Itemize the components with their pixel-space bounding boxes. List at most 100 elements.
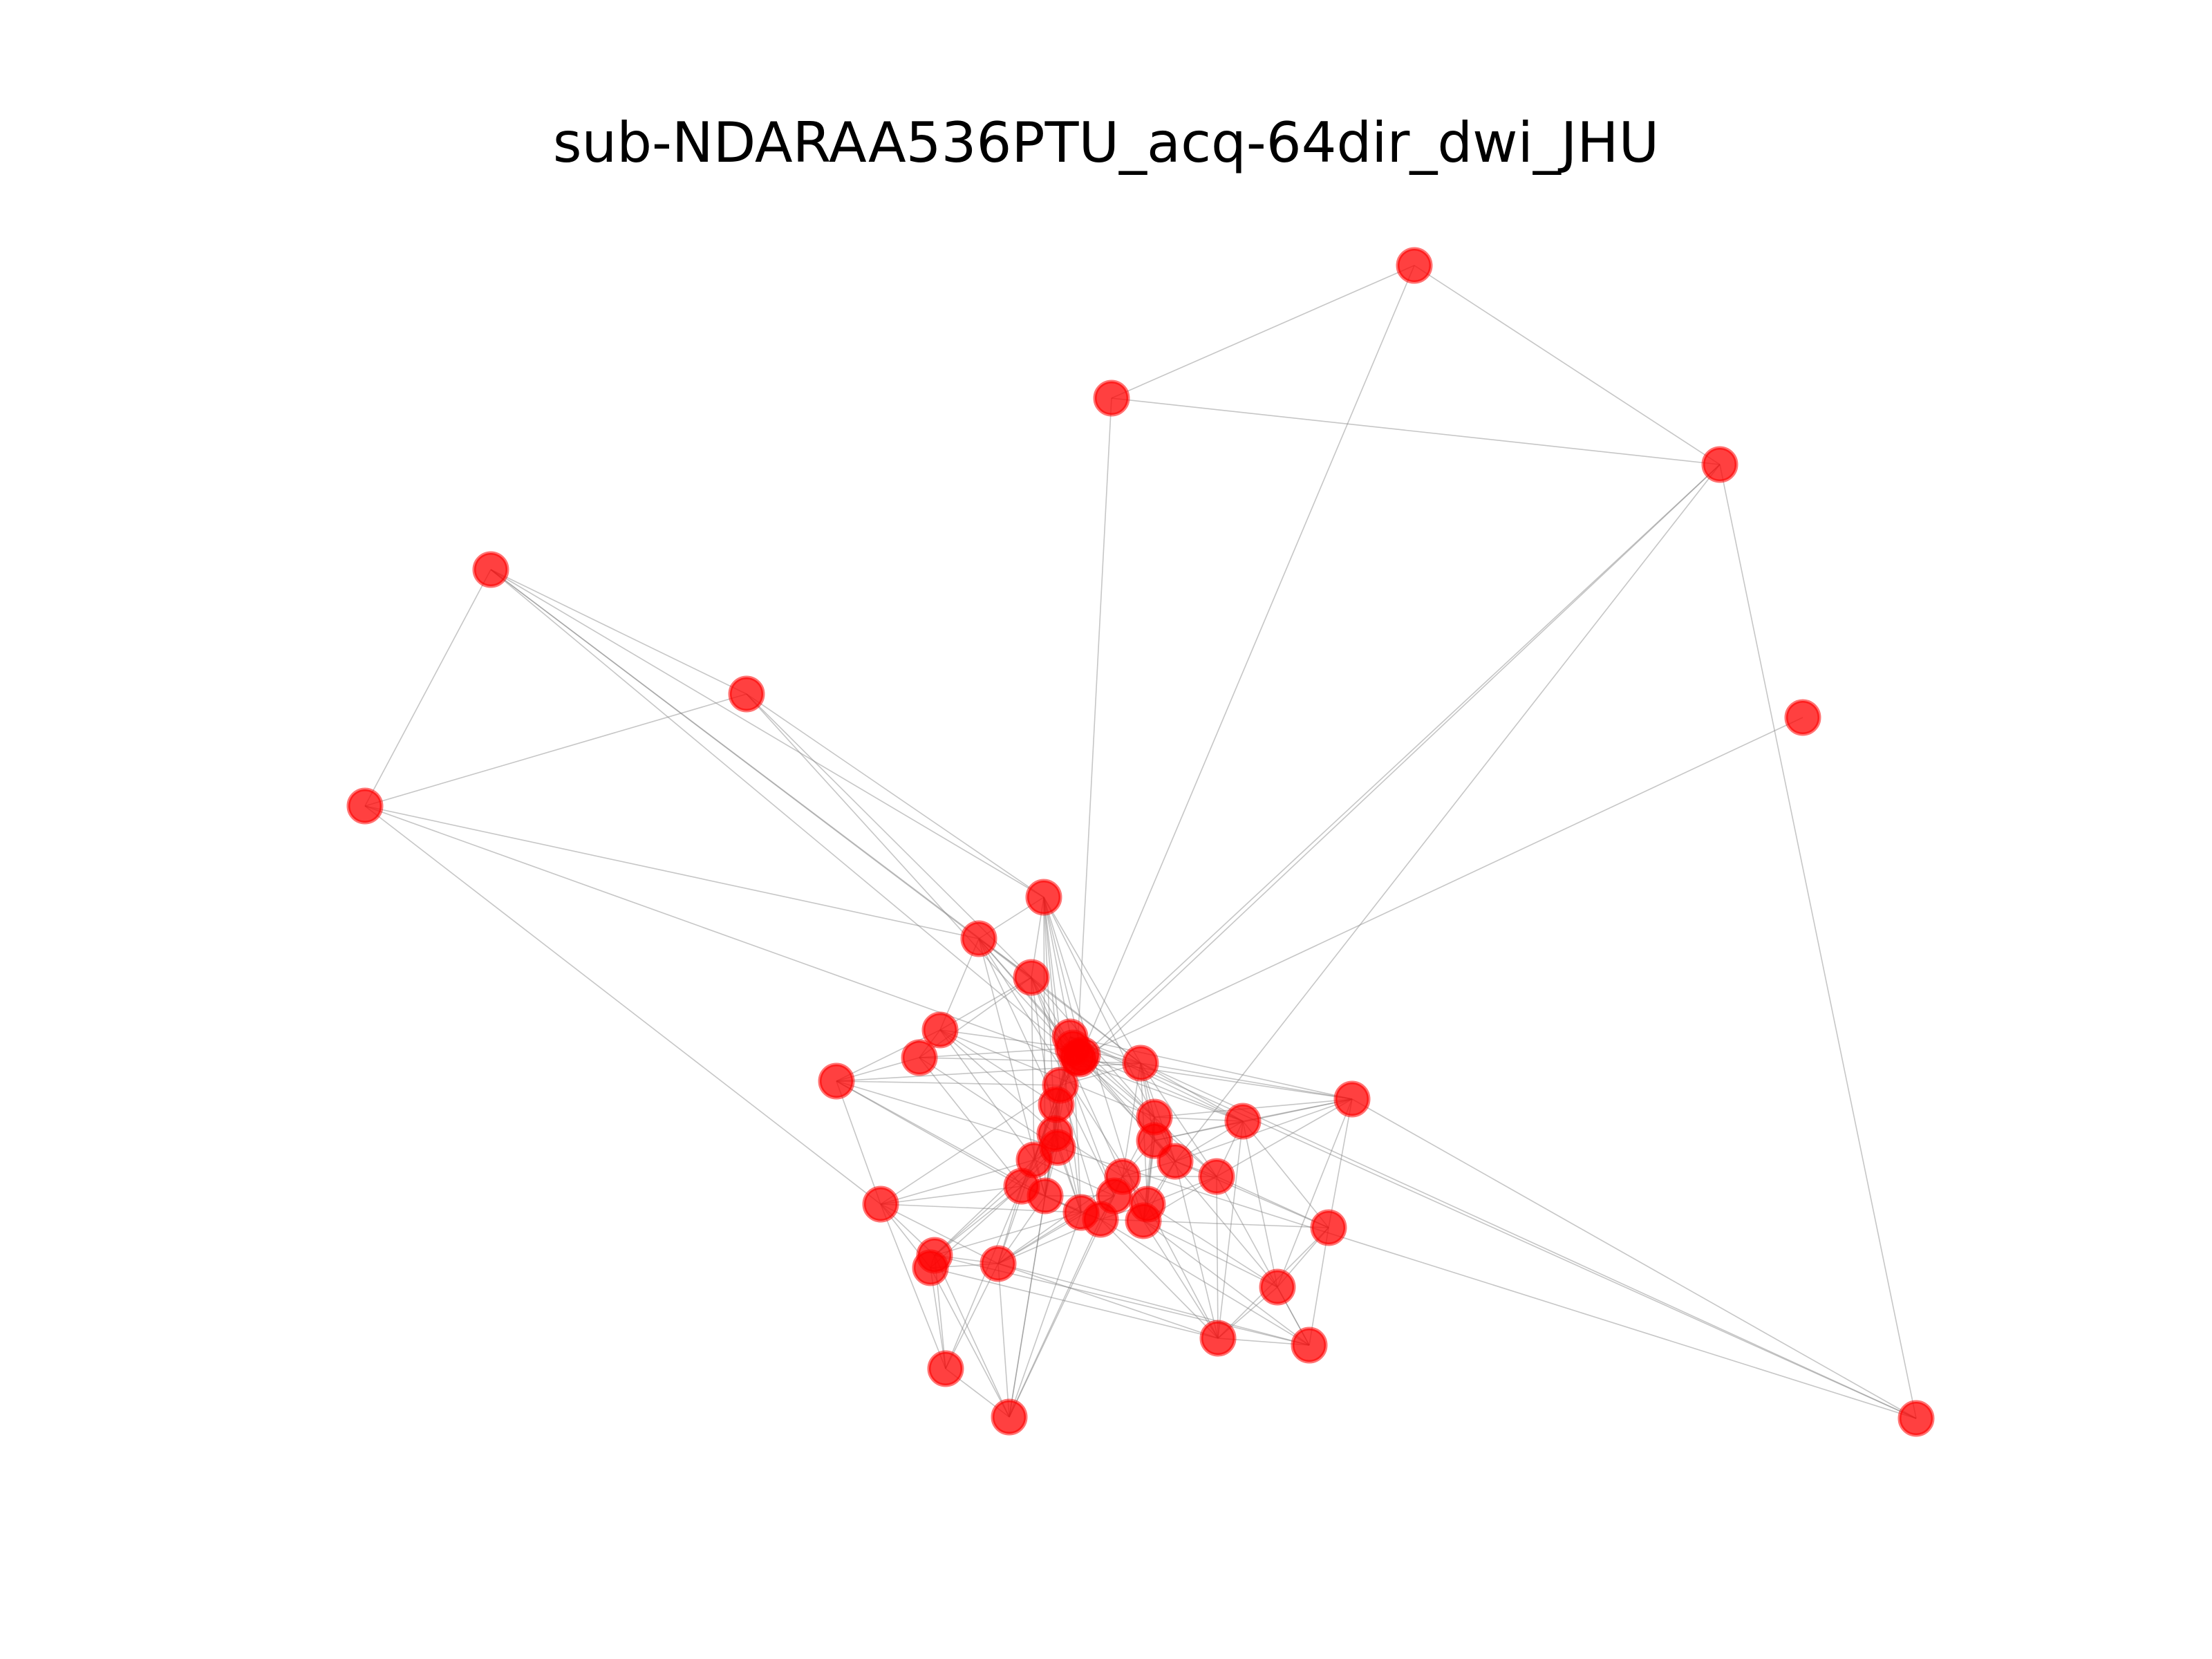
graph-edge xyxy=(1009,1195,1046,1418)
graph-edge xyxy=(364,693,747,807)
figure-title: sub-NDARAA536PTU_acq-64dir_dwi_JHU xyxy=(552,111,1660,175)
graph-edge xyxy=(1100,1219,1310,1346)
graph-edge xyxy=(1009,1219,1101,1418)
graph-edge xyxy=(1100,1219,1219,1339)
graph-edge xyxy=(1309,1227,1329,1346)
graph-edge xyxy=(1140,1062,1917,1419)
graph-edge xyxy=(1174,1098,1353,1162)
node-layer xyxy=(346,247,1935,1437)
graph-edge xyxy=(836,1029,941,1082)
graph-node xyxy=(1784,699,1821,736)
graph-node xyxy=(991,1398,1028,1436)
graph-edge xyxy=(1079,265,1415,1060)
graph-edge xyxy=(1216,1176,1310,1346)
graph-node xyxy=(1198,1158,1235,1195)
graph-node xyxy=(1122,1044,1159,1082)
graph-node xyxy=(927,1350,964,1387)
graph-edge xyxy=(1719,464,1917,1419)
graph-node xyxy=(862,1185,899,1223)
graph-edge xyxy=(930,1267,1010,1418)
graph-edge xyxy=(490,569,1078,1058)
graph-edge xyxy=(1140,1062,1353,1100)
graph-edge xyxy=(1122,1062,1141,1177)
graph-edge xyxy=(490,569,747,695)
graph-edge xyxy=(880,1185,1022,1205)
graph-node xyxy=(960,920,997,957)
graph-node xyxy=(1259,1268,1296,1306)
graph-edge xyxy=(997,1263,1219,1339)
graph-edge xyxy=(934,1212,1082,1256)
graph-node xyxy=(1310,1209,1347,1246)
graph-edge xyxy=(1069,1036,1353,1100)
graph-edge xyxy=(1174,1161,1219,1339)
graph-edge xyxy=(1147,1203,1278,1288)
graph-edge xyxy=(919,1057,1058,1148)
graph-edge xyxy=(1031,977,1035,1161)
graph-edge xyxy=(880,1203,999,1264)
graph-edge xyxy=(1140,1062,1244,1122)
graph-node xyxy=(912,1249,949,1286)
graph-node xyxy=(1061,1040,1098,1078)
graph-edge xyxy=(1242,1121,1329,1228)
graph-edge xyxy=(364,805,980,939)
graph-edge xyxy=(1079,464,1721,1060)
graph-edge xyxy=(880,1085,1061,1205)
graph-edge xyxy=(1328,1098,1353,1228)
graph-edge xyxy=(1143,1220,1278,1288)
graph-node xyxy=(818,1062,855,1100)
graph-edge xyxy=(1009,1212,1082,1418)
graph-edge xyxy=(945,1185,1022,1369)
graph-edge xyxy=(934,1255,1010,1418)
graph-edge xyxy=(919,1057,1141,1064)
graph-node xyxy=(472,551,509,588)
graph-edge xyxy=(490,569,1044,898)
graph-edge xyxy=(364,805,881,1205)
graph-edge xyxy=(1009,1195,1046,1418)
graph-node xyxy=(1027,1177,1064,1215)
graph-edge xyxy=(1242,1121,1278,1288)
graph-edge xyxy=(1277,1098,1353,1288)
graph-edge xyxy=(880,1159,1035,1205)
graph-edge xyxy=(1076,397,1112,1058)
graph-edge xyxy=(1143,1220,1310,1346)
graph-edge xyxy=(1060,464,1721,1086)
graph-node xyxy=(728,675,765,713)
graph-edge xyxy=(490,569,1032,978)
graph-node xyxy=(1082,1201,1119,1238)
graph-edge xyxy=(939,1029,1056,1134)
graph-edge xyxy=(836,1080,1022,1187)
graph-edge xyxy=(1057,1147,1917,1419)
graph-edge xyxy=(836,1080,1061,1086)
graph-edge xyxy=(880,1203,946,1369)
graph-edge xyxy=(939,1029,1074,1049)
graph-node xyxy=(1125,1202,1162,1239)
graph-edge xyxy=(364,805,1244,1122)
graph-edge xyxy=(490,569,980,939)
graph-node xyxy=(1156,1143,1194,1180)
graph-edge xyxy=(746,693,1078,1058)
graph-edge xyxy=(939,1029,1057,1105)
graph-edge xyxy=(1069,1036,1917,1419)
graph-node xyxy=(346,787,384,825)
graph-edge xyxy=(1140,1062,1217,1177)
graph-edge xyxy=(836,1080,1058,1148)
graph-edge xyxy=(997,1263,1010,1418)
graph-edge xyxy=(1082,1054,1244,1122)
graph-edge xyxy=(1111,397,1721,465)
edge-layer xyxy=(364,265,1917,1419)
graph-node xyxy=(1701,446,1738,483)
graph-node xyxy=(980,1245,1017,1282)
graph-edge xyxy=(997,1263,1310,1346)
graph-edge xyxy=(746,693,1044,898)
graph-edge xyxy=(1076,717,1803,1058)
graph-node xyxy=(1333,1080,1371,1118)
graph-edge xyxy=(930,1267,1219,1339)
graph-node xyxy=(1224,1103,1262,1140)
graph-edge xyxy=(934,1185,1022,1256)
graph-edge xyxy=(978,938,1141,1064)
graph-node xyxy=(1396,247,1433,284)
graph-edge xyxy=(939,1029,1035,1161)
graph-edge xyxy=(1216,1098,1353,1177)
